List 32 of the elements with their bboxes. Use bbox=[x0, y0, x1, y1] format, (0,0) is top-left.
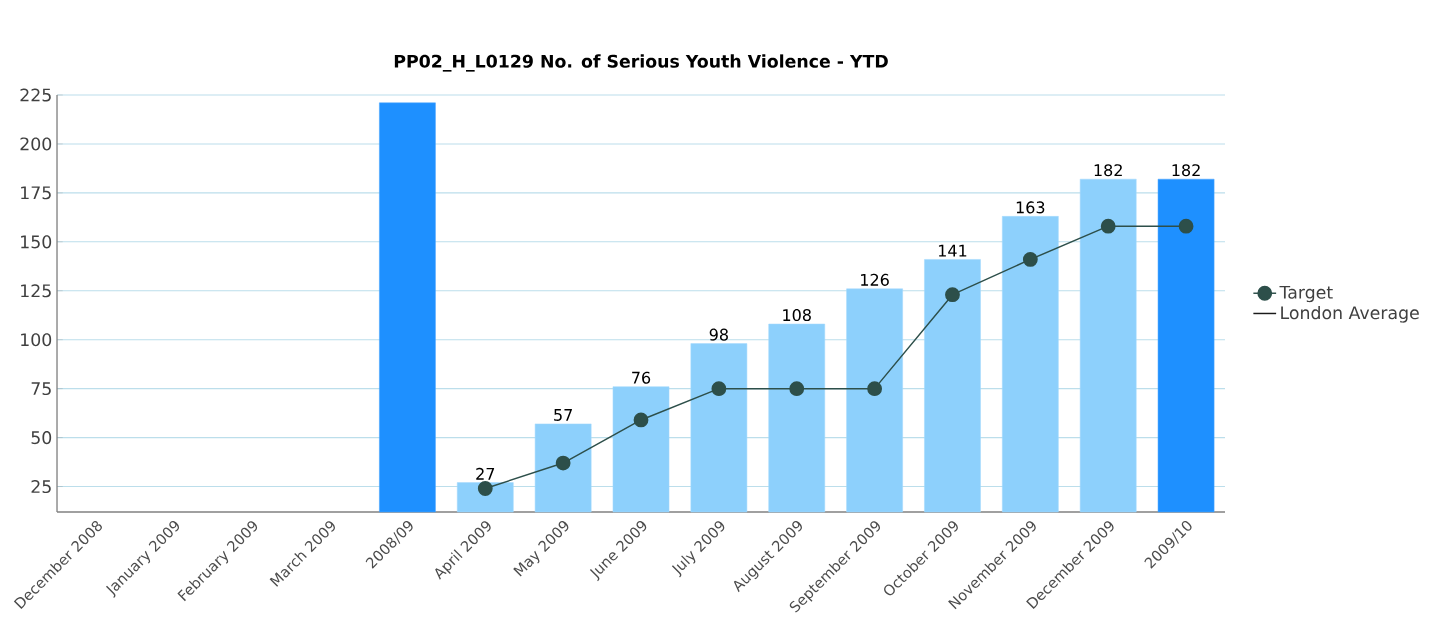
data-label: 182 bbox=[1094, 164, 1122, 177]
point bbox=[1100, 218, 1116, 234]
y-tick-label: 125 bbox=[21, 284, 51, 298]
y-tick-label: 50 bbox=[31, 431, 52, 445]
point bbox=[1022, 252, 1038, 267]
y-tick-label: 100 bbox=[21, 333, 52, 347]
point bbox=[945, 287, 960, 303]
data-label: 126 bbox=[861, 273, 889, 286]
point bbox=[867, 381, 883, 397]
data-label: 27 bbox=[476, 467, 495, 480]
data-label: 141 bbox=[938, 244, 967, 257]
legend-label: London Average bbox=[1281, 305, 1419, 323]
point bbox=[711, 381, 727, 397]
point bbox=[1178, 218, 1194, 234]
data-label: 76 bbox=[632, 371, 651, 384]
y-tick-label: 75 bbox=[31, 382, 51, 396]
legend-label: Target bbox=[1279, 285, 1333, 303]
data-label: 163 bbox=[1016, 201, 1045, 214]
y-tick-label: 200 bbox=[20, 137, 52, 151]
y-tick-label: 25 bbox=[31, 479, 51, 494]
point bbox=[477, 481, 493, 496]
y-tick-label: 225 bbox=[20, 88, 51, 102]
data-label: 108 bbox=[783, 309, 811, 322]
point bbox=[633, 412, 649, 428]
data-label: 182 bbox=[1172, 164, 1200, 177]
chart-title: PP02_H_L0129 No. of Serious Youth Violence - YTD bbox=[394, 54, 888, 72]
y-tick-label: 175 bbox=[21, 186, 51, 200]
data-label: 98 bbox=[709, 328, 728, 341]
data-label: 57 bbox=[554, 409, 572, 421]
y-tick-label: 150 bbox=[21, 235, 52, 249]
point bbox=[555, 455, 571, 471]
point bbox=[789, 381, 805, 397]
